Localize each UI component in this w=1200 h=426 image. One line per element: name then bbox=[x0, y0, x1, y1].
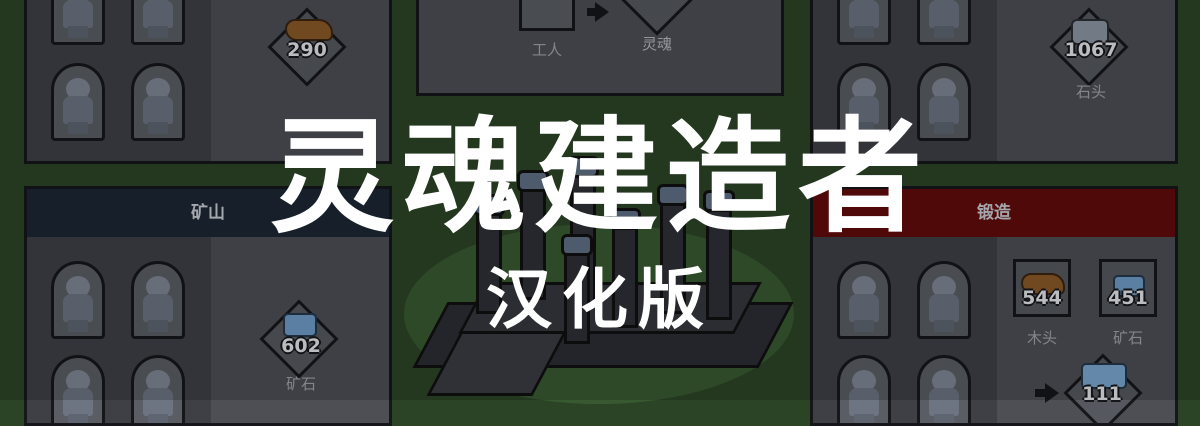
mine-header: 矿山 bbox=[27, 189, 389, 237]
worker-slot[interactable] bbox=[131, 261, 185, 339]
temple-pillar bbox=[706, 200, 732, 320]
temple-pillar-cap bbox=[657, 184, 689, 206]
temple-pillar-cap bbox=[473, 194, 505, 216]
worker-slot[interactable] bbox=[917, 63, 971, 141]
wood-icon bbox=[285, 19, 333, 41]
temple-pillar bbox=[476, 204, 502, 314]
soul-temple bbox=[400, 156, 800, 404]
forge-wood-count: 544 bbox=[1022, 287, 1062, 309]
ore-label: 矿石 bbox=[285, 375, 316, 393]
ore-icon bbox=[1113, 275, 1145, 297]
temple-pillar bbox=[564, 244, 590, 344]
worker-slot[interactable] bbox=[131, 355, 185, 423]
wood-count: 290 bbox=[287, 39, 327, 61]
temple-pillar-cap bbox=[609, 208, 641, 230]
worker-slot[interactable] bbox=[51, 0, 105, 45]
worker-slot[interactable] bbox=[837, 0, 891, 45]
worker-input-slot[interactable] bbox=[519, 0, 575, 31]
worker-slot[interactable] bbox=[51, 355, 105, 423]
panel-top-center: 工人 灵魂 bbox=[416, 0, 784, 96]
worker-label: 工人 bbox=[531, 41, 562, 59]
panel-top-left: 290 bbox=[24, 0, 392, 164]
worker-slot[interactable] bbox=[837, 63, 891, 141]
forge-output-count: 111 bbox=[1082, 383, 1122, 405]
temple-pillar-cap bbox=[561, 234, 593, 256]
temple-pillar-cap bbox=[517, 170, 549, 192]
worker-slot[interactable] bbox=[917, 0, 971, 45]
worker-slot[interactable] bbox=[51, 261, 105, 339]
worker-slot[interactable] bbox=[131, 0, 185, 45]
stone-label: 石头 bbox=[1075, 83, 1106, 101]
temple-pillar bbox=[660, 194, 686, 314]
worker-slot[interactable] bbox=[837, 355, 891, 423]
ingot-icon bbox=[1081, 363, 1127, 389]
arrow-right-icon bbox=[595, 2, 609, 22]
worker-slot[interactable] bbox=[917, 261, 971, 339]
stone-icon bbox=[1071, 19, 1109, 45]
arrow-right-icon bbox=[1045, 383, 1059, 403]
game-subtitle: 汉化版 bbox=[486, 261, 714, 338]
worker-slot[interactable] bbox=[51, 63, 105, 141]
ore-count: 602 bbox=[281, 335, 321, 357]
worker-slot[interactable] bbox=[131, 63, 185, 141]
wood-icon bbox=[1021, 273, 1065, 295]
arrow-shaft bbox=[1035, 389, 1047, 397]
panel-top-right: 1067 石头 bbox=[810, 0, 1178, 164]
temple-pillar-cap bbox=[703, 190, 735, 212]
stone-count: 1067 bbox=[1064, 39, 1118, 61]
ore-icon bbox=[283, 313, 317, 337]
forge-ore-count: 451 bbox=[1108, 287, 1148, 309]
game-title: 灵魂建造者 bbox=[269, 106, 930, 250]
panel-mine: 矿山 602 矿石 bbox=[24, 186, 392, 426]
temple-pillar bbox=[520, 180, 546, 300]
worker-slot[interactable] bbox=[837, 261, 891, 339]
forge-wood-label: 木头 bbox=[1026, 329, 1057, 347]
arrow-shaft bbox=[587, 8, 597, 16]
temple-pillar-cap bbox=[567, 156, 599, 178]
forge-header: 锻造 bbox=[813, 189, 1175, 237]
forge-ore-label: 矿石 bbox=[1112, 329, 1143, 347]
soul-label: 灵魂 bbox=[641, 35, 672, 53]
worker-slot[interactable] bbox=[917, 355, 971, 423]
soul-output-tile bbox=[620, 0, 694, 36]
